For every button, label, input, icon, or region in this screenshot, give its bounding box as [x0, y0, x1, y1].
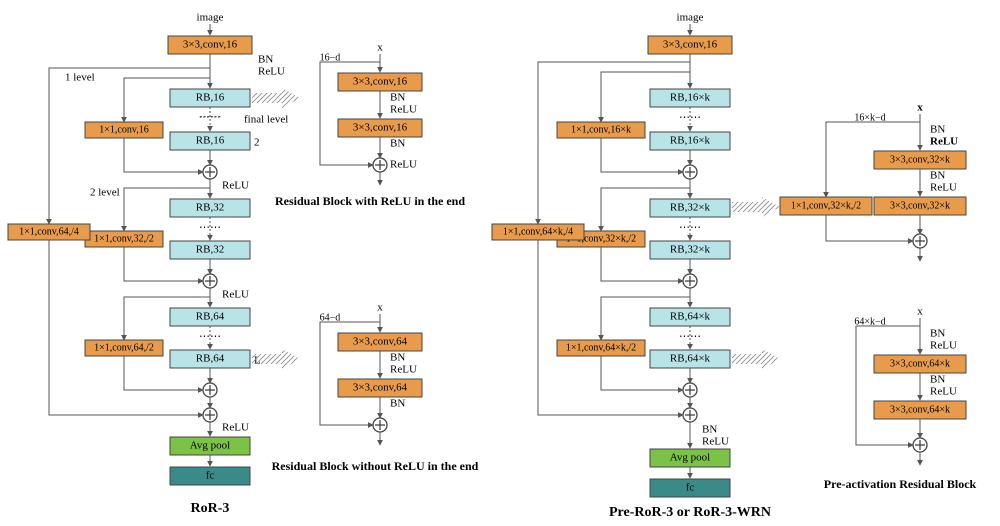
image-label: image [197, 12, 224, 24]
fc: fc [206, 470, 215, 482]
svg-text:x: x [377, 302, 383, 314]
avgpool: Avg pool [190, 440, 230, 452]
svg-text:⋯⋯: ⋯⋯ [679, 331, 701, 343]
topconv-label: 3×3,conv,16 [183, 39, 238, 51]
svg-text:⋯⋯: ⋯⋯ [199, 112, 221, 124]
cap-rbnorelu: Residual Block without ReLU in the end [272, 459, 479, 473]
svg-text:RB,32: RB,32 [196, 202, 224, 214]
svg-text:1×1,conv,16: 1×1,conv,16 [99, 124, 148, 135]
svg-text:1×1,conv,16×k: 1×1,conv,16×k [571, 124, 631, 135]
svg-text:⋯⋯: ⋯⋯ [199, 222, 221, 234]
svg-text:BN: BN [390, 352, 405, 364]
svg-text:RB,64: RB,64 [196, 353, 225, 365]
svg-text:RB,32×k: RB,32×k [670, 244, 711, 256]
svg-text:BN: BN [930, 328, 945, 340]
svg-text:⋯⋯: ⋯⋯ [199, 331, 221, 343]
cap-preact: Pre-activation Residual Block [824, 477, 977, 491]
svg-text:BN: BN [390, 138, 405, 150]
rb16b-l: RB,16 [196, 135, 225, 147]
svg-text:x: x [917, 102, 923, 114]
svg-text:RB,64×k: RB,64×k [670, 311, 711, 323]
svg-text:⋯⋯: ⋯⋯ [679, 112, 701, 124]
svg-text:BN: BN [930, 170, 945, 182]
rb16a-l: RB,16 [196, 92, 225, 104]
svg-text:ReLU: ReLU [390, 364, 417, 376]
svg-text:image: image [677, 12, 704, 24]
svg-text:fc: fc [686, 482, 695, 494]
svg-text:ReLU: ReLU [390, 104, 417, 116]
final: final level [244, 114, 288, 126]
ror3-diagram: image 3×3,conv,16 BN ReLU 1 level 2 leve… [8, 12, 300, 516]
detail-64k: x 64×k−d BN ReLU 3×3,conv,64×k BN ReLU 3… [824, 306, 977, 491]
svg-text:ReLU: ReLU [222, 422, 249, 434]
svg-text:BN: BN [390, 398, 405, 410]
svg-text:3×3,conv,16: 3×3,conv,16 [353, 76, 408, 88]
svg-text:RB,32×k: RB,32×k [670, 202, 711, 214]
svg-text:x: x [377, 42, 383, 54]
svg-text:3×3,conv,64×k: 3×3,conv,64×k [890, 358, 950, 369]
svg-text:Avg pool: Avg pool [670, 452, 710, 464]
svg-text:⋯⋯: ⋯⋯ [679, 222, 701, 234]
lvl2: 2 level [90, 187, 120, 199]
relu: ReLU [258, 66, 285, 78]
svg-text:RB,64×k: RB,64×k [670, 353, 711, 365]
svg-text:RB,16×k: RB,16×k [670, 135, 711, 147]
cap-rbrelu: Residual Block with ReLU in the end [275, 194, 465, 208]
caption-right: Pre-RoR-3 or RoR-3-WRN [609, 505, 771, 520]
caption-left: RoR-3 [191, 501, 230, 516]
svg-text:BN: BN [930, 374, 945, 386]
svg-text:1×1,conv,32×k,/2: 1×1,conv,32×k,/2 [791, 200, 861, 211]
svg-text:ReLU: ReLU [930, 136, 958, 148]
svg-text:3×3,conv,16: 3×3,conv,16 [353, 122, 408, 134]
svg-text:ReLU: ReLU [222, 289, 249, 301]
detail-32k: x 16×k−d BN ReLU 3×3,conv,32×k BN ReLU 3… [780, 102, 966, 261]
detail-rb-norelu: x 64−d 3×3,conv,64 BN ReLU 3×3,conv,64 B… [272, 302, 479, 473]
svg-text:3×3,conv,64: 3×3,conv,64 [353, 382, 408, 394]
svg-text:3×3,conv,32×k: 3×3,conv,32×k [890, 154, 950, 165]
idx2: 2 [254, 137, 260, 149]
svg-text:ReLU: ReLU [702, 436, 729, 448]
svg-text:3×3,conv,64×k: 3×3,conv,64×k [890, 404, 950, 415]
outer-conv: 1×1,conv,64,/4 [19, 226, 79, 237]
svg-text:BN: BN [702, 424, 717, 436]
preror3-diagram: image 3×3,conv,16 RB,16×k ⋯⋯ RB,16×k RB,… [492, 12, 780, 520]
svg-text:BN: BN [930, 124, 945, 136]
svg-text:x: x [917, 306, 923, 318]
svg-text:1×1,conv,64×k,/2: 1×1,conv,64×k,/2 [566, 342, 636, 353]
svg-text:RB,32: RB,32 [196, 244, 224, 256]
svg-text:1×1,conv,32,/2: 1×1,conv,32,/2 [94, 233, 154, 244]
svg-text:3×3,conv,32×k: 3×3,conv,32×k [890, 200, 950, 211]
svg-text:ReLU: ReLU [930, 340, 957, 352]
svg-text:ReLU: ReLU [390, 159, 417, 171]
lvl1: 1 level [65, 72, 95, 84]
svg-text:3×3,conv,16: 3×3,conv,16 [663, 39, 718, 51]
relu1: ReLU [222, 180, 249, 192]
svg-text:BN: BN [390, 92, 405, 104]
svg-text:3×3,conv,64: 3×3,conv,64 [353, 336, 408, 348]
svg-text:ReLU: ReLU [930, 386, 957, 398]
svg-text:1×1,conv,64×k,/4: 1×1,conv,64×k,/4 [503, 226, 573, 237]
svg-text:1×1,conv,64,/2: 1×1,conv,64,/2 [94, 342, 154, 353]
bn: BN [258, 54, 273, 66]
detail-rb-relu: x 16−d 3×3,conv,16 BN ReLU 3×3,conv,16 B… [275, 42, 465, 208]
svg-text:ReLU: ReLU [930, 182, 957, 194]
svg-text:RB,16×k: RB,16×k [670, 92, 711, 104]
svg-text:RB,64: RB,64 [196, 311, 225, 323]
